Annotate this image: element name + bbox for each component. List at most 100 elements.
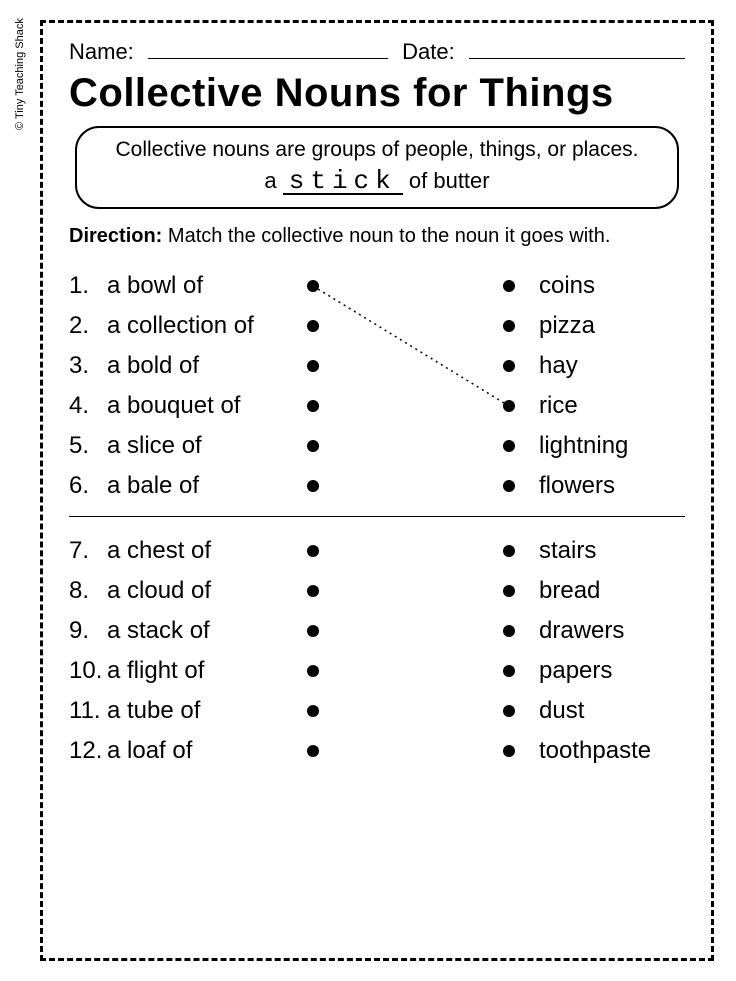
match-dot-right[interactable] (503, 320, 515, 332)
right-word: drawers (525, 617, 685, 645)
match-dot-left[interactable] (307, 665, 319, 677)
match-row: 9.a stack of drawers (69, 611, 685, 651)
right-word: dust (525, 697, 685, 725)
match-dot-left[interactable] (307, 480, 319, 492)
row-number: 10. (69, 657, 107, 685)
dot-right-col (493, 585, 525, 597)
right-word: toothpaste (525, 737, 685, 765)
match-dot-left[interactable] (307, 440, 319, 452)
dot-right-col (493, 625, 525, 637)
right-word: papers (525, 657, 685, 685)
dot-right-col (493, 480, 525, 492)
left-phrase: a bouquet of (107, 392, 297, 420)
left-phrase: a loaf of (107, 737, 297, 765)
match-dot-left[interactable] (307, 745, 319, 757)
match-row: 2.a collection ofpizza (69, 306, 685, 346)
direction-label: Direction: (69, 225, 162, 247)
dot-left-col (297, 545, 329, 557)
match-dot-right[interactable] (503, 625, 515, 637)
row-number: 3. (69, 352, 107, 380)
dot-right-col (493, 320, 525, 332)
dot-left-col (297, 480, 329, 492)
match-dot-right[interactable] (503, 400, 515, 412)
row-number: 11. (69, 697, 107, 725)
row-number: 7. (69, 537, 107, 565)
dot-left-col (297, 360, 329, 372)
match-dot-right[interactable] (503, 360, 515, 372)
name-label: Name: (69, 39, 134, 65)
example-prefix: a (264, 168, 276, 193)
match-dot-left[interactable] (307, 545, 319, 557)
definition-example: a stick of butter (91, 168, 663, 195)
match-dot-left[interactable] (307, 585, 319, 597)
match-dot-right[interactable] (503, 480, 515, 492)
dot-left-col (297, 400, 329, 412)
match-group-1: 1.a bowl ofcoins2.a collection ofpizza3.… (69, 266, 685, 506)
match-row: 12.a loaf of toothpaste (69, 731, 685, 771)
row-number: 4. (69, 392, 107, 420)
row-number: 12. (69, 737, 107, 765)
left-phrase: a stack of (107, 617, 297, 645)
right-word: pizza (525, 312, 685, 340)
match-dot-left[interactable] (307, 320, 319, 332)
group-divider (69, 516, 685, 517)
dot-left-col (297, 665, 329, 677)
dot-left-col (297, 745, 329, 757)
dot-right-col (493, 545, 525, 557)
left-phrase: a cloud of (107, 577, 297, 605)
match-dot-right[interactable] (503, 280, 515, 292)
match-dot-left[interactable] (307, 280, 319, 292)
dot-right-col (493, 400, 525, 412)
row-number: 8. (69, 577, 107, 605)
match-dot-right[interactable] (503, 585, 515, 597)
right-word: lightning (525, 432, 685, 460)
dot-left-col (297, 280, 329, 292)
dot-right-col (493, 440, 525, 452)
header-row: Name: Date: (69, 37, 685, 65)
match-group-2: 7.a chest ofstairs8.a cloud ofbread9.a s… (69, 531, 685, 771)
date-label: Date: (402, 39, 455, 65)
date-input-line[interactable] (469, 37, 685, 59)
right-word: rice (525, 392, 685, 420)
match-dot-right[interactable] (503, 745, 515, 757)
dot-left-col (297, 440, 329, 452)
example-fill-word: stick (283, 170, 403, 195)
match-row: 11.a tube ofdust (69, 691, 685, 731)
name-input-line[interactable] (148, 37, 388, 59)
match-dot-left[interactable] (307, 705, 319, 717)
dot-left-col (297, 585, 329, 597)
match-row: 10.a flight ofpapers (69, 651, 685, 691)
match-dot-right[interactable] (503, 440, 515, 452)
match-dot-right[interactable] (503, 665, 515, 677)
dot-right-col (493, 280, 525, 292)
direction-text: Match the collective noun to the noun it… (168, 225, 611, 247)
direction-line: Direction: Match the collective noun to … (69, 225, 685, 248)
right-word: coins (525, 272, 685, 300)
match-dot-left[interactable] (307, 625, 319, 637)
definition-text: Collective nouns are groups of people, t… (91, 138, 663, 162)
match-row: 5.a slice of lightning (69, 426, 685, 466)
dot-left-col (297, 625, 329, 637)
right-word: flowers (525, 472, 685, 500)
left-phrase: a chest of (107, 537, 297, 565)
definition-box: Collective nouns are groups of people, t… (75, 126, 679, 209)
dot-right-col (493, 360, 525, 372)
left-phrase: a bale of (107, 472, 297, 500)
match-dot-right[interactable] (503, 705, 515, 717)
match-dot-right[interactable] (503, 545, 515, 557)
match-row: 8.a cloud ofbread (69, 571, 685, 611)
copyright-text: © Tiny Teaching Shack (14, 18, 26, 130)
row-number: 5. (69, 432, 107, 460)
left-phrase: a slice of (107, 432, 297, 460)
match-dot-left[interactable] (307, 360, 319, 372)
left-phrase: a bold of (107, 352, 297, 380)
dot-right-col (493, 745, 525, 757)
left-phrase: a bowl of (107, 272, 297, 300)
dot-left-col (297, 705, 329, 717)
dot-left-col (297, 320, 329, 332)
match-dot-left[interactable] (307, 400, 319, 412)
row-number: 9. (69, 617, 107, 645)
match-row: 6.a bale offlowers (69, 466, 685, 506)
match-row: 4.a bouquet of rice (69, 386, 685, 426)
match-row: 7.a chest ofstairs (69, 531, 685, 571)
